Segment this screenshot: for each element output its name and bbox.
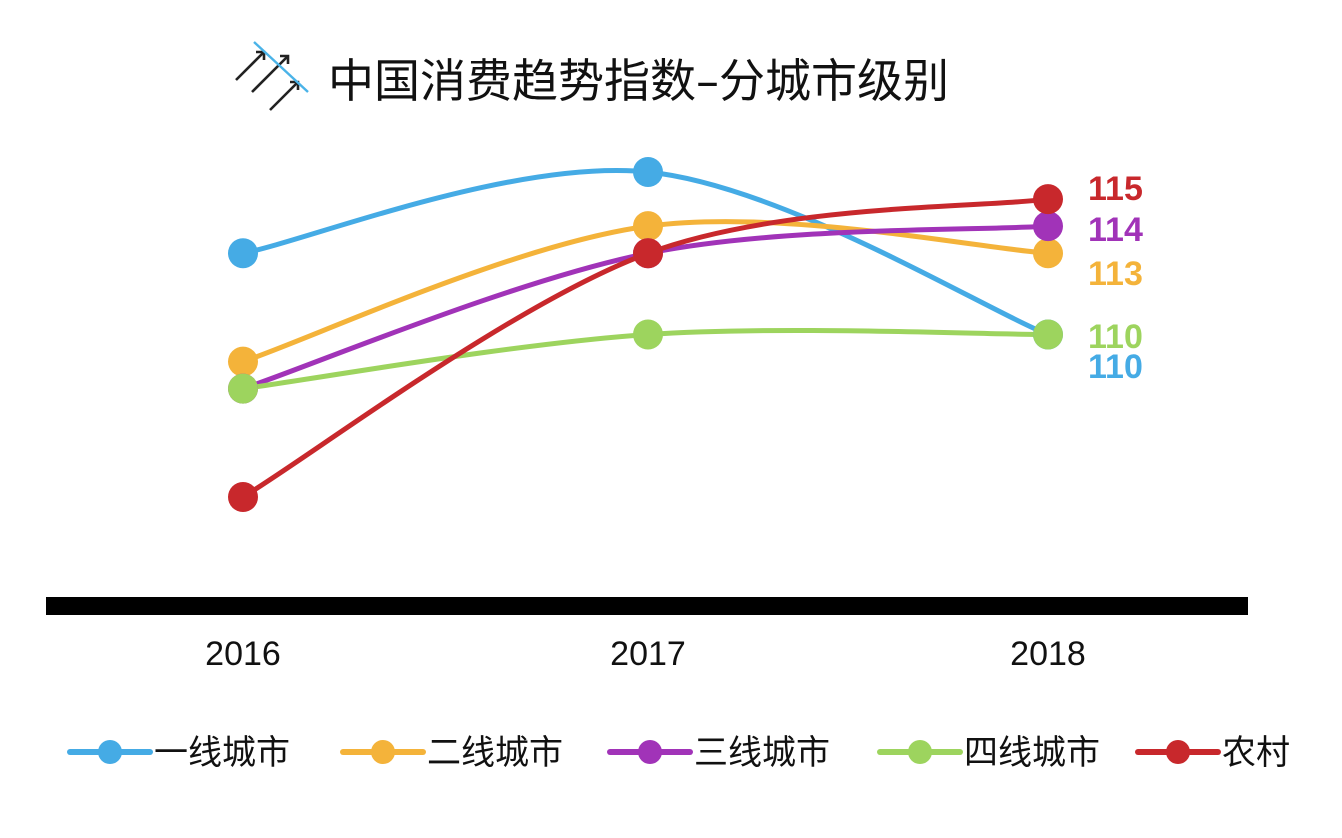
series-points (228, 157, 1063, 512)
trend-arrows-icon (235, 41, 309, 111)
legend-swatch-dot (371, 740, 395, 764)
end-value-label: 113 (1088, 255, 1143, 293)
legend-swatch-dot (908, 740, 932, 764)
data-point (633, 211, 663, 242)
x-tick-label: 2018 (1010, 635, 1086, 673)
x-tick-label: 2017 (610, 635, 686, 673)
x-axis-bar (46, 597, 1248, 615)
data-point (1033, 319, 1063, 350)
legend-label: 四线城市 (964, 733, 1100, 773)
data-point (228, 482, 258, 512)
legend: 一线城市 二线城市 三线城市 四线城市 农村 (67, 733, 1290, 773)
legend-swatch-dot (98, 740, 122, 764)
legend-label: 三线城市 (694, 733, 830, 773)
x-tick-label: 2016 (205, 635, 281, 673)
data-point (228, 346, 258, 377)
chart-title: 中国消费趋势指数–分城市级别 (328, 54, 949, 108)
end-value-label: 115 (1088, 170, 1143, 208)
legend-label: 二线城市 (427, 733, 563, 773)
end-value-label: 114 (1088, 211, 1143, 249)
legend-label: 农村 (1222, 733, 1290, 773)
data-point (633, 157, 663, 187)
data-point (1033, 238, 1063, 269)
title-area: 中国消费趋势指数–分城市级别 (228, 36, 949, 120)
data-point (228, 238, 258, 269)
legend-label: 一线城市 (154, 733, 290, 773)
legend-swatch-dot (1166, 740, 1190, 764)
data-point (1033, 184, 1063, 215)
x-axis-ticks: 2016 2017 2018 (205, 635, 1086, 673)
end-value-labels: 110 113 114 110 115 (1088, 170, 1143, 386)
data-point (633, 319, 663, 350)
end-value-label: 110 (1088, 348, 1143, 386)
data-point (633, 238, 663, 269)
data-point (228, 373, 258, 404)
end-value-label: 110 (1088, 318, 1143, 356)
data-point (1033, 211, 1063, 242)
legend-swatch-dot (638, 740, 662, 764)
